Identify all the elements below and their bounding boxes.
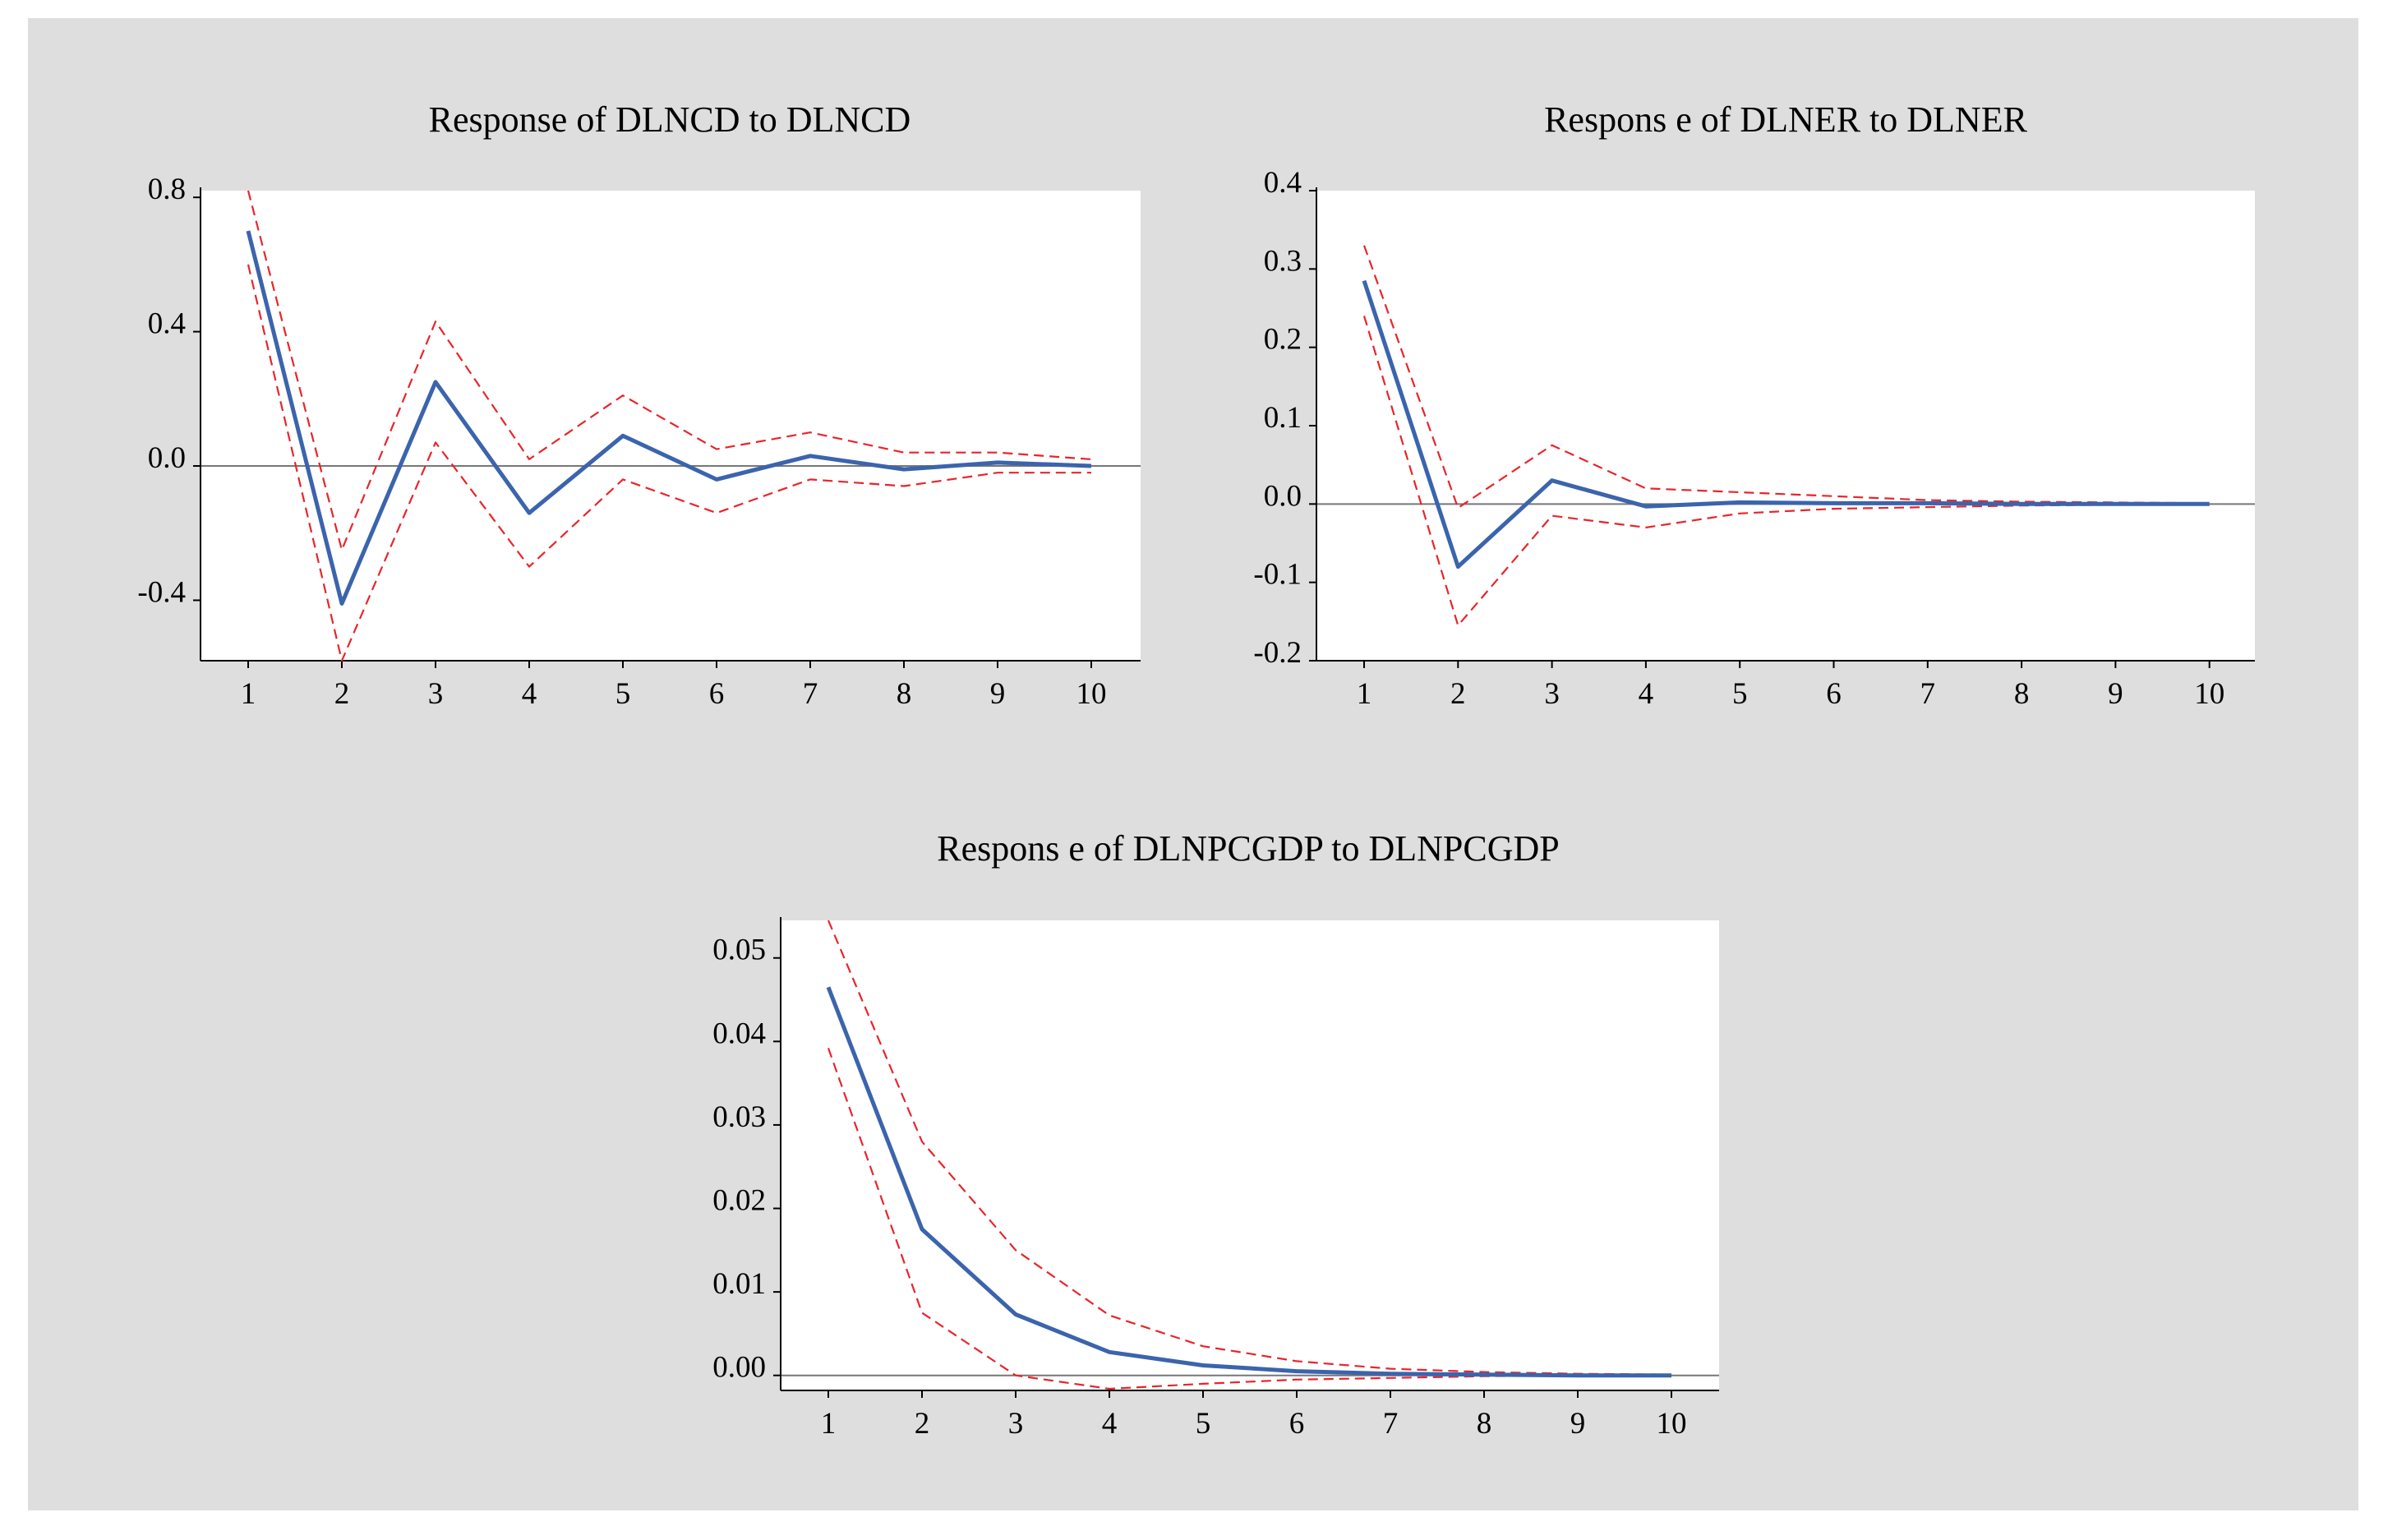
chart-title: Response of DLNCD to DLNCD (429, 99, 911, 140)
chart-dlner: Respons e of DLNER to DLNER -0.2 -0.1 0.0 0… (1253, 99, 2255, 711)
x-tick-label: 10 (2194, 677, 2224, 711)
x-tick-label: 10 (1657, 1407, 1687, 1441)
response-line (246, 230, 1092, 606)
upper-band-line (1362, 245, 2210, 509)
plot-area (1316, 191, 2255, 661)
x-tick-label: 6 (709, 677, 725, 711)
y-tick-label: 0.2 (1264, 323, 1302, 357)
y-tick-label: 0.1 (1264, 401, 1302, 435)
x-tick-label: 3 (1008, 1407, 1024, 1441)
y-tick-label: 0.0 (148, 441, 186, 475)
x-tick-label: 6 (1826, 677, 1842, 711)
x-tick-label: 3 (428, 677, 444, 711)
x-tick-label: 2 (334, 677, 350, 711)
y-tick-label: 0.05 (712, 934, 766, 967)
y-tick-label: -0.4 (137, 575, 186, 609)
chart-dlncd: Response of DLNCD to DLNCD -0.4 0.0 0.4 0.8… (137, 99, 1141, 711)
chart-dlnpcgdp: Respons e of DLNPCGDP to DLNPCGDP 0.00 0.… (712, 828, 1719, 1441)
chart-title: Respons e of DLNPCGDP to DLNPCGDP (937, 828, 1559, 869)
response-line (826, 986, 1671, 1378)
y-tick-label: 0.3 (1264, 244, 1302, 278)
response-line (1362, 279, 2210, 569)
y-tick-label: 0.02 (712, 1184, 766, 1218)
y-tick-label: 0.01 (712, 1267, 766, 1301)
x-tick-label: 4 (1639, 677, 1654, 711)
y-tick-label: 0.00 (712, 1351, 766, 1385)
x-tick-label: 8 (1477, 1407, 1492, 1441)
y-tick-label: 0.4 (148, 307, 186, 341)
x-tick-label: 7 (803, 677, 818, 711)
y-tick-label: 0.0 (1264, 479, 1302, 513)
y-tick-label: -0.1 (1253, 558, 1302, 592)
x-tick-label: 7 (1383, 1407, 1399, 1441)
y-tick-label: 0.04 (712, 1017, 766, 1050)
x-tick-label: 2 (1450, 677, 1466, 711)
x-tick-label: 7 (1920, 677, 1936, 711)
upper-band-line (827, 920, 1672, 1376)
x-tick-label: 2 (915, 1407, 930, 1441)
x-tick-label: 10 (1076, 677, 1107, 711)
chart-title: Respons e of DLNER to DLNER (1544, 99, 2027, 140)
x-tick-label: 8 (2014, 677, 2030, 711)
x-tick-label: 5 (1732, 677, 1748, 711)
x-tick-label: 1 (1357, 677, 1372, 711)
plot-area (201, 191, 1141, 661)
plot-area (781, 920, 1719, 1390)
x-tick-label: 5 (615, 677, 631, 711)
y-tick-label: 0.03 (712, 1100, 766, 1134)
x-tick-label: 6 (1289, 1407, 1305, 1441)
y-tick-label: 0.4 (1264, 166, 1302, 200)
x-tick-label: 1 (241, 677, 256, 711)
x-tick-label: 4 (1102, 1407, 1118, 1441)
y-tick-label: 0.8 (148, 173, 186, 206)
x-tick-label: 9 (2108, 677, 2123, 711)
x-tick-label: 5 (1196, 1407, 1211, 1441)
y-tick-label: -0.2 (1253, 636, 1302, 670)
x-tick-label: 9 (990, 677, 1006, 711)
x-tick-label: 9 (1570, 1407, 1586, 1441)
x-tick-label: 8 (897, 677, 912, 711)
x-tick-label: 4 (522, 677, 537, 711)
lower-band-line (247, 264, 1091, 662)
x-tick-label: 3 (1544, 677, 1560, 711)
x-tick-label: 1 (821, 1407, 837, 1441)
